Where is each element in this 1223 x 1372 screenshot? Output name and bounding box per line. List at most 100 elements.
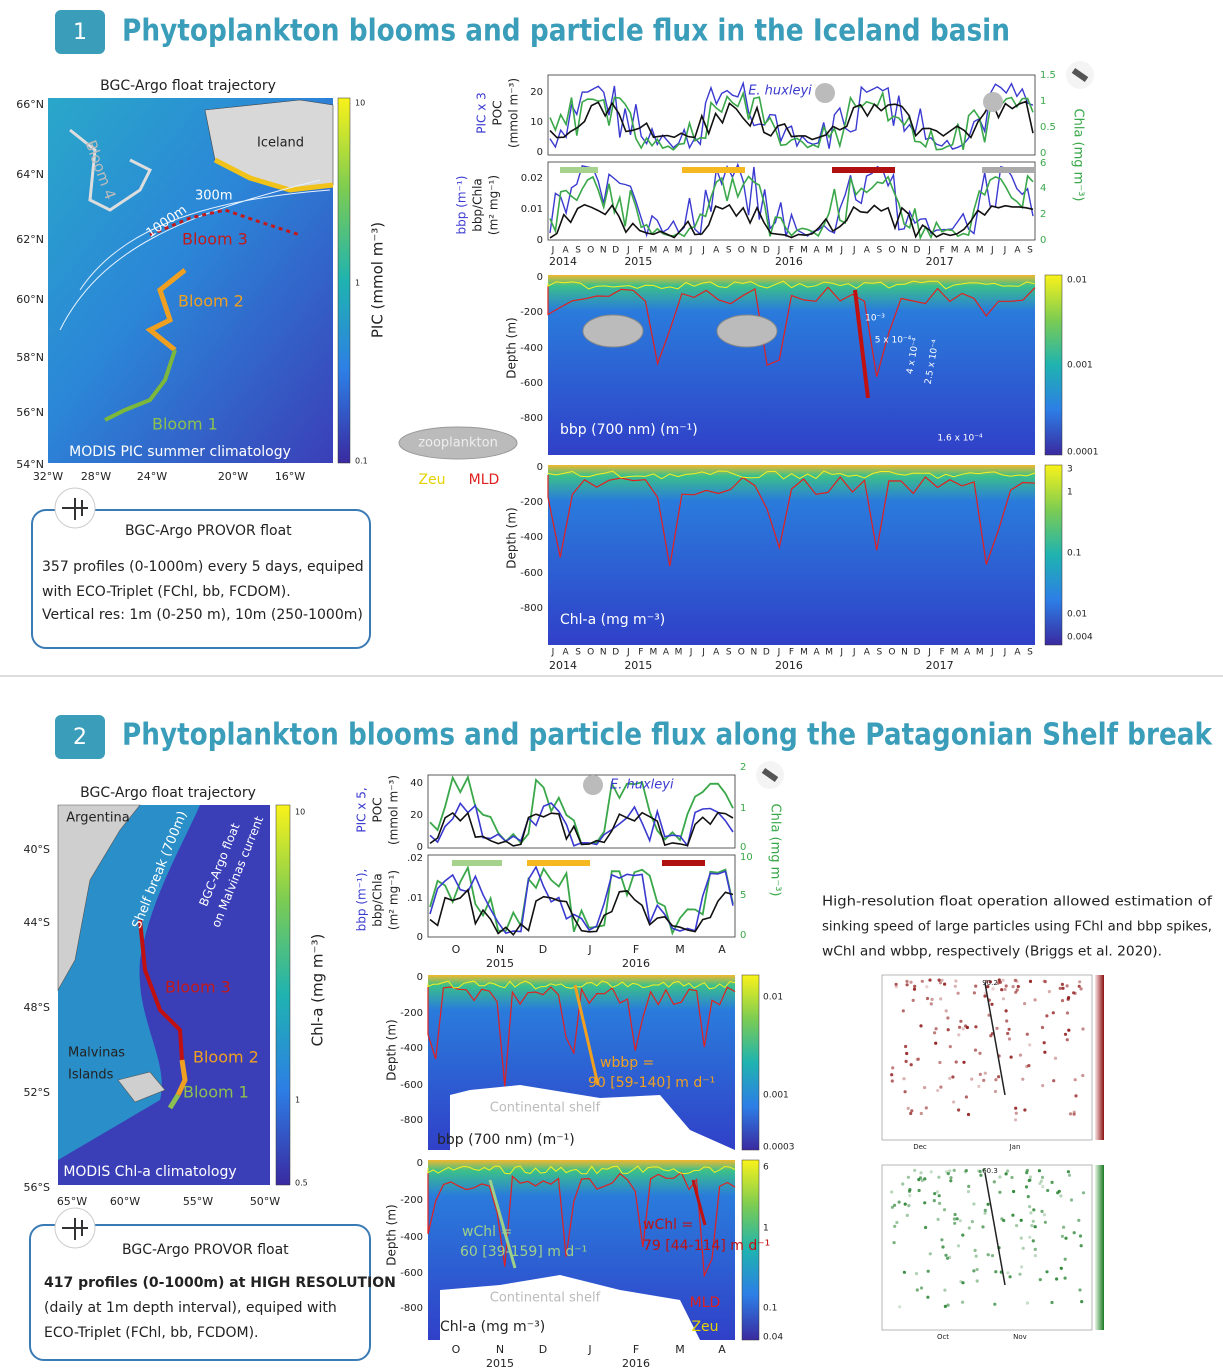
- month-label: S: [877, 648, 883, 658]
- scatter-dot: [1043, 1050, 1047, 1054]
- scatter-dot: [983, 1208, 987, 1212]
- month-label: S: [726, 648, 732, 658]
- month-label: A: [864, 246, 871, 256]
- month-label: J: [626, 246, 630, 256]
- scatter-dot: [970, 1220, 975, 1224]
- section-plot: [548, 275, 1035, 455]
- scatter-dot: [988, 980, 993, 984]
- colorbar: [1095, 1165, 1104, 1330]
- float-text: 357 profiles (0-1000m) every 5 days, equ…: [42, 559, 364, 575]
- scatter-dot: [1079, 987, 1083, 991]
- month-label: J: [701, 246, 705, 256]
- month-label: J: [551, 648, 555, 658]
- curve: [429, 865, 734, 935]
- scatter-dot: [1041, 1084, 1045, 1088]
- scatter-dot: [1063, 1276, 1067, 1280]
- trajectory: [138, 919, 184, 1061]
- scatter-dot: [1065, 1038, 1069, 1042]
- y-tick-label: 0: [417, 932, 423, 943]
- scatter-dot: [945, 1256, 950, 1260]
- scatter-dot: [1007, 1037, 1012, 1041]
- scatter-dot: [1078, 1234, 1083, 1238]
- y2-tick-label: 0: [1040, 148, 1046, 159]
- y-tick-label: -200: [400, 1008, 423, 1019]
- month-label: O: [888, 648, 895, 658]
- scatter-dot: [944, 1009, 948, 1013]
- scatter-dot: [989, 1034, 993, 1038]
- bloom-bar: [832, 167, 895, 173]
- lat-tick: 64°N: [16, 168, 44, 181]
- y-label: Depth (m): [505, 507, 519, 568]
- trajectory: [149, 208, 301, 237]
- y2-tick-label: 6: [1040, 158, 1046, 169]
- scatter-dot: [924, 1225, 928, 1230]
- scatter-dot: [966, 1112, 971, 1117]
- y-label: (mmol m⁻³): [507, 78, 521, 148]
- scatter-dot: [1053, 1056, 1058, 1060]
- scatter-dot: [1008, 1275, 1012, 1279]
- label: Malvinas: [68, 1046, 125, 1061]
- month-label: A: [718, 1343, 726, 1356]
- month-label: A: [1014, 648, 1021, 658]
- scatter-dot: [978, 1169, 982, 1174]
- scatter-dot: [929, 1002, 933, 1006]
- month-label: M: [650, 648, 658, 658]
- scatter-dot: [1024, 1185, 1029, 1189]
- scatter-dot: [1066, 1170, 1070, 1174]
- zeu-line: [427, 1165, 736, 1175]
- scatter-dot: [972, 1202, 976, 1206]
- sinking-label: wChl =: [462, 1224, 512, 1240]
- scatter-dot: [1063, 1032, 1068, 1036]
- lat-tick: 62°N: [16, 233, 44, 246]
- month-label: O: [888, 246, 895, 256]
- satellite-icon: [1071, 67, 1089, 83]
- curve: [429, 864, 734, 936]
- month-label: N: [901, 246, 908, 256]
- month-label: J: [701, 648, 705, 658]
- lat-tick: 60°N: [16, 293, 44, 306]
- scatter-dot: [973, 1048, 978, 1052]
- y-tick-label: 0: [417, 972, 423, 983]
- scatter-dot: [948, 1076, 952, 1080]
- float-title: BGC-Argo PROVOR float: [125, 523, 292, 539]
- y-tick-label: -200: [400, 1195, 423, 1206]
- y-tick-label: 20: [410, 810, 423, 821]
- scatter-dot: [1063, 1257, 1067, 1261]
- scatter-dot: [934, 1041, 938, 1045]
- scatter-dot: [983, 1211, 987, 1215]
- month-label: A: [562, 648, 569, 658]
- scatter-dot: [1023, 1002, 1027, 1006]
- scatter-dot: [937, 1175, 941, 1179]
- mld-line: [547, 285, 1036, 377]
- sinking-arrow: [691, 1179, 707, 1226]
- scatter-dot: [966, 1190, 971, 1194]
- scatter-dot: [964, 1024, 968, 1028]
- scatter-dot: [956, 1244, 961, 1248]
- scatter-dot: [1013, 978, 1017, 983]
- scatter-dot: [1033, 1247, 1037, 1251]
- scatter-dot: [981, 1225, 985, 1229]
- scatter-dot: [893, 1203, 897, 1207]
- lat-tick: 66°N: [16, 98, 44, 111]
- curve: [549, 203, 1034, 239]
- year-label: 2016: [622, 957, 650, 970]
- y2-tick-label: 2: [740, 762, 746, 773]
- scatter-dot: [1025, 1171, 1029, 1175]
- scatter-dot: [1060, 982, 1064, 987]
- month-label: A: [964, 648, 971, 658]
- scatter-dot: [946, 1303, 950, 1307]
- sinking-label: wbbp =: [600, 1055, 654, 1071]
- label: 300m: [195, 189, 232, 204]
- scatter-dot: [1077, 984, 1081, 988]
- scatter-dot: [938, 1201, 942, 1205]
- scatter-dot: [952, 1100, 956, 1104]
- month-label: M: [675, 648, 683, 658]
- label: Bloom 1: [152, 415, 218, 434]
- scatter-dot: [901, 1182, 905, 1186]
- scatter-dot: [1037, 1169, 1041, 1173]
- float-box: [31, 509, 371, 649]
- float-text: (daily at 1m depth interval), equiped wi…: [44, 1300, 337, 1316]
- scatter-dot: [1061, 986, 1065, 990]
- y-label: Depth (m): [385, 1019, 399, 1080]
- scatter-dot: [1050, 1180, 1054, 1184]
